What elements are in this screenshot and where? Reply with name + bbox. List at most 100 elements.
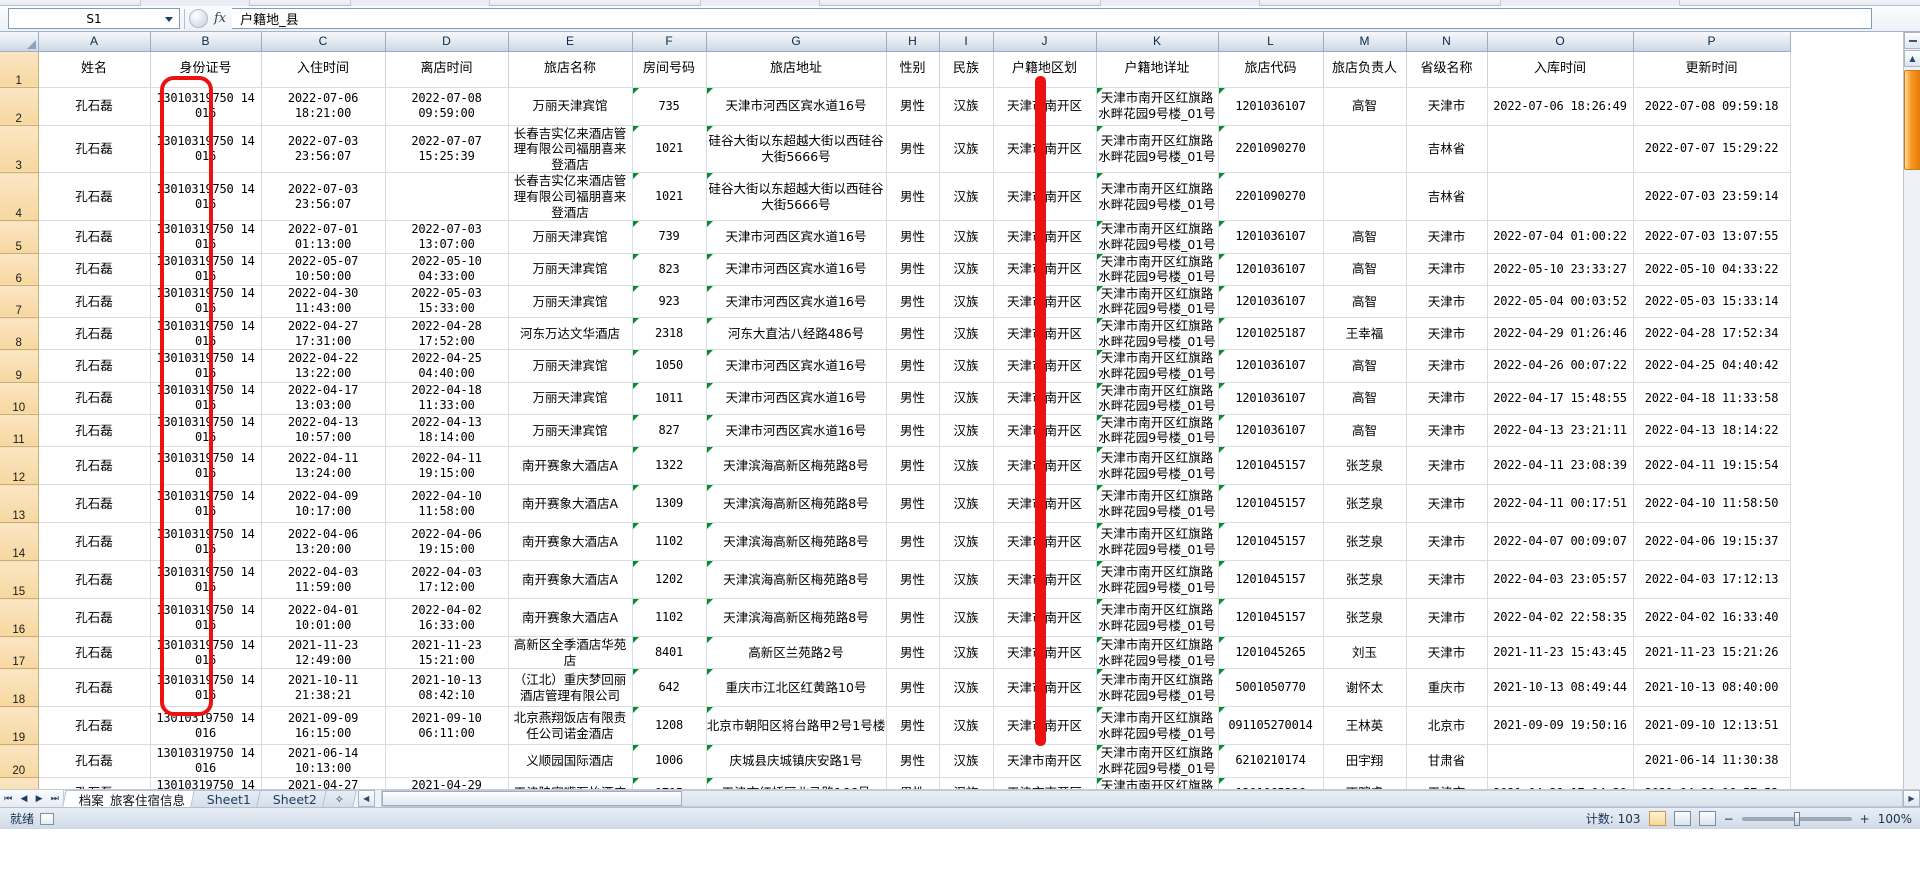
cell-h15[interactable]: 男性 <box>886 560 940 599</box>
cell-j6[interactable]: 天津市南开区 <box>993 253 1097 286</box>
view-normal-icon[interactable] <box>1648 811 1666 826</box>
cell-n4[interactable]: 吉林省 <box>1406 172 1488 222</box>
row-number[interactable]: 20 <box>0 744 39 778</box>
cell-f9[interactable]: 1050 <box>632 349 707 383</box>
cell-o16[interactable]: 2022-04-02 22:58:35 <box>1487 598 1634 637</box>
cell-o19[interactable]: 2021-09-09 19:50:16 <box>1487 706 1634 746</box>
table-row[interactable]: 11 孔石磊 13010319750 14 016 2022-04-13 10:57:… <box>0 414 1791 448</box>
column-header-c[interactable]: C <box>261 32 386 52</box>
cell-l3[interactable]: 2201090270 <box>1218 125 1324 174</box>
vertical-scrollbar[interactable]: ▲ ▼ <box>1903 32 1920 829</box>
cell-h12[interactable]: 男性 <box>886 446 940 485</box>
cell-p5[interactable]: 2022-07-03 13:07:55 <box>1633 220 1791 254</box>
cell-i14[interactable]: 汉族 <box>939 522 994 561</box>
cell-b17[interactable]: 13010319750 14 016 <box>150 636 262 670</box>
cell-p12[interactable]: 2022-04-11 19:15:54 <box>1633 446 1791 485</box>
table-row[interactable]: 5 孔石磊 13010319750 14 016 2022-07-01 01:13:0… <box>0 220 1791 254</box>
cell-m9[interactable]: 高智 <box>1323 349 1407 383</box>
view-page-layout-icon[interactable] <box>1673 811 1691 826</box>
cell-e14[interactable]: 南开赛象大酒店A <box>508 522 633 561</box>
column-header-f[interactable]: F <box>632 32 707 52</box>
select-all-corner[interactable] <box>0 32 39 52</box>
column-header-k[interactable]: K <box>1096 32 1219 52</box>
cell-e9[interactable]: 万丽天津宾馆 <box>508 349 633 383</box>
row-number[interactable]: 9 <box>0 349 39 383</box>
cell-m3[interactable] <box>1323 125 1407 174</box>
cell-l6[interactable]: 1201036107 <box>1218 253 1324 286</box>
cell-f19[interactable]: 1208 <box>632 706 707 746</box>
hscroll-right-arrow[interactable]: ▶ <box>1903 790 1920 807</box>
cell-i16[interactable]: 汉族 <box>939 598 994 637</box>
cell-n10[interactable]: 天津市 <box>1406 382 1488 415</box>
cell-c14[interactable]: 2022-04-06 13:20:00 <box>261 522 386 561</box>
cell-k10[interactable]: 天津市南开区红旗路水畔花园9号楼_01号 <box>1096 382 1219 415</box>
row-number[interactable]: 4 <box>0 172 39 222</box>
cell-i19[interactable]: 汉族 <box>939 706 994 746</box>
horizontal-scrollbar[interactable] <box>380 790 1903 807</box>
cell-p2[interactable]: 2022-07-08 09:59:18 <box>1633 87 1791 126</box>
cell-p6[interactable]: 2022-05-10 04:33:22 <box>1633 253 1791 286</box>
cell-b19[interactable]: 13010319750 14 016 <box>150 706 262 746</box>
cell-m4[interactable] <box>1323 172 1407 222</box>
cell-k2[interactable]: 天津市南开区红旗路水畔花园9号楼_01号 <box>1096 87 1219 126</box>
ribbon-tab-1[interactable] <box>140 0 250 6</box>
cell-p17[interactable]: 2021-11-23 15:21:26 <box>1633 636 1791 670</box>
field-header-cell[interactable]: 入库时间 <box>1487 51 1634 88</box>
cell-j18[interactable]: 天津市南开区 <box>993 668 1097 708</box>
column-header-g[interactable]: G <box>706 32 887 52</box>
cell-g8[interactable]: 河东大直沽八经路486号 <box>706 317 887 351</box>
cell-j19[interactable]: 天津市南开区 <box>993 706 1097 746</box>
cell-k8[interactable]: 天津市南开区红旗路水畔花园9号楼_01号 <box>1096 317 1219 351</box>
cell-m17[interactable]: 刘玉 <box>1323 636 1407 670</box>
cell-d18[interactable]: 2021-10-13 08:42:10 <box>385 668 509 708</box>
cell-o15[interactable]: 2022-04-03 23:05:57 <box>1487 560 1634 599</box>
cell-d3[interactable]: 2022-07-07 15:25:39 <box>385 125 509 174</box>
ribbon-tab-5[interactable] <box>1500 0 1680 6</box>
cell-f4[interactable]: 1021 <box>632 172 707 222</box>
cell-i18[interactable]: 汉族 <box>939 668 994 708</box>
cell-c16[interactable]: 2022-04-01 10:01:00 <box>261 598 386 637</box>
table-row[interactable]: 3 孔石磊 13010319750 14 016 2022-07-03 23:56:0… <box>0 125 1791 174</box>
row-number[interactable]: 19 <box>0 706 39 746</box>
field-header-cell[interactable]: 性别 <box>886 51 940 88</box>
cell-g20[interactable]: 庆城县庆城镇庆安路1号 <box>706 744 887 778</box>
cell-j9[interactable]: 天津市南开区 <box>993 349 1097 383</box>
cell-o13[interactable]: 2022-04-11 00:17:51 <box>1487 484 1634 523</box>
cell-o2[interactable]: 2022-07-06 18:26:49 <box>1487 87 1634 126</box>
cell-a12[interactable]: 孔石磊 <box>38 446 151 485</box>
cell-a2[interactable]: 孔石磊 <box>38 87 151 126</box>
row-number[interactable]: 10 <box>0 382 39 415</box>
cell-e10[interactable]: 万丽天津宾馆 <box>508 382 633 415</box>
cell-m2[interactable]: 高智 <box>1323 87 1407 126</box>
row-number[interactable]: 15 <box>0 560 39 599</box>
cell-h10[interactable]: 男性 <box>886 382 940 415</box>
sheet-tab-sheet2[interactable]: Sheet2 <box>256 790 333 807</box>
column-header-i[interactable]: I <box>939 32 994 52</box>
cell-l4[interactable]: 2201090270 <box>1218 172 1324 222</box>
row-number[interactable]: 17 <box>0 636 39 670</box>
field-header-cell[interactable]: 民族 <box>939 51 994 88</box>
cell-n3[interactable]: 吉林省 <box>1406 125 1488 174</box>
cell-g3[interactable]: 硅谷大街以东超越大街以西硅谷大街5666号 <box>706 125 887 174</box>
cell-d11[interactable]: 2022-04-13 18:14:00 <box>385 414 509 448</box>
cell-o7[interactable]: 2022-05-04 00:03:52 <box>1487 285 1634 319</box>
cell-c8[interactable]: 2022-04-27 17:31:00 <box>261 317 386 351</box>
cell-i7[interactable]: 汉族 <box>939 285 994 319</box>
cell-a14[interactable]: 孔石磊 <box>38 522 151 561</box>
cell-k19[interactable]: 天津市南开区红旗路水畔花园9号楼_01号 <box>1096 706 1219 746</box>
cell-f11[interactable]: 827 <box>632 414 707 448</box>
column-header-o[interactable]: O <box>1487 32 1634 52</box>
cell-b10[interactable]: 13010319750 14 016 <box>150 382 262 415</box>
column-header-d[interactable]: D <box>385 32 509 52</box>
table-row[interactable]: 2 孔石磊 13010319750 14 016 2022-07-06 18:21:0… <box>0 87 1791 126</box>
cell-n18[interactable]: 重庆市 <box>1406 668 1488 708</box>
cell-o20[interactable] <box>1487 744 1634 778</box>
cell-l17[interactable]: 1201045265 <box>1218 636 1324 670</box>
cell-i9[interactable]: 汉族 <box>939 349 994 383</box>
chevron-down-icon[interactable] <box>165 16 173 22</box>
cell-g2[interactable]: 天津市河西区宾水道16号 <box>706 87 887 126</box>
cell-a11[interactable]: 孔石磊 <box>38 414 151 448</box>
cell-l10[interactable]: 1201036107 <box>1218 382 1324 415</box>
cell-o12[interactable]: 2022-04-11 23:08:39 <box>1487 446 1634 485</box>
cell-d10[interactable]: 2022-04-18 11:33:00 <box>385 382 509 415</box>
